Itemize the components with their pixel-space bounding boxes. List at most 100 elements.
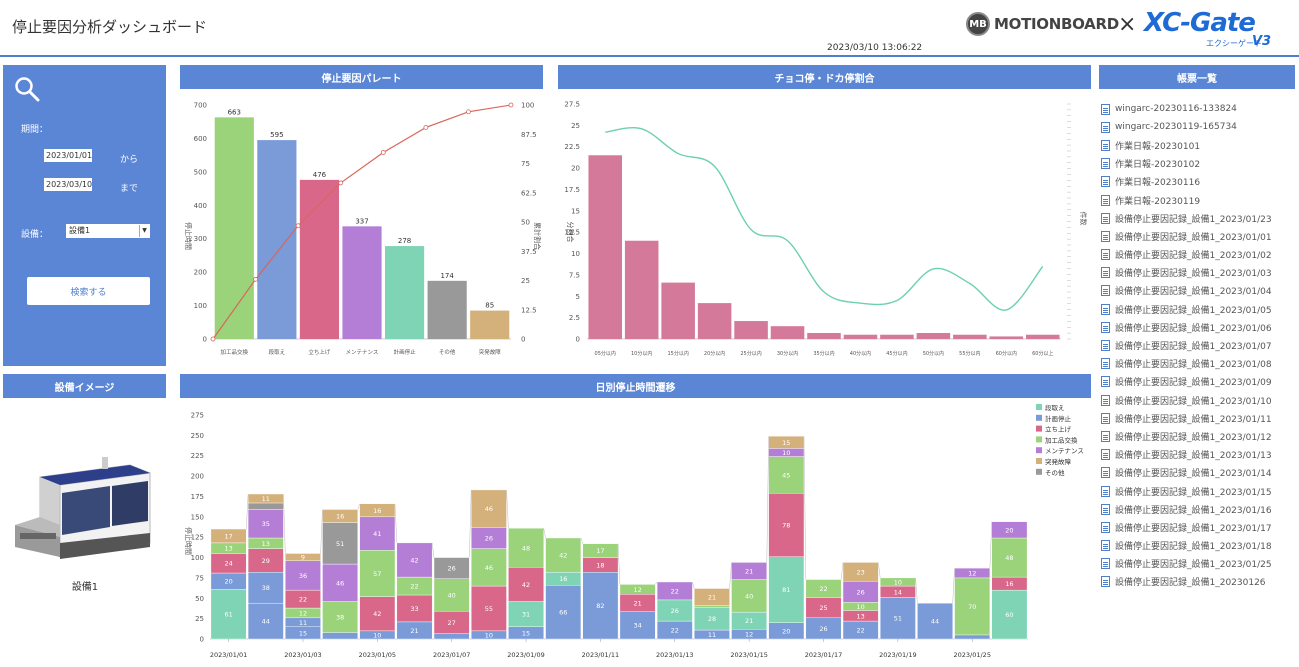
segment-label: 33 — [410, 605, 418, 613]
segment-label: 20 — [1005, 526, 1013, 534]
report-item[interactable]: 設備停止要因記録_設備1_20230126 — [1101, 573, 1296, 591]
y-tick-label: 25 — [571, 122, 580, 130]
y-tick-label: 75 — [195, 574, 204, 582]
stack-segment — [359, 516, 396, 551]
cumulative-point — [253, 276, 258, 282]
report-item[interactable]: 作業日報-20230116 — [1101, 173, 1296, 191]
x-tick-label: 60分以内 — [996, 350, 1017, 357]
report-item[interactable]: 設備停止要因記録_設備1_2023/01/23 — [1101, 209, 1296, 227]
bar — [843, 334, 878, 339]
segment-label: 15 — [299, 629, 307, 637]
bar — [257, 140, 297, 339]
stack-segment — [471, 548, 507, 587]
report-item[interactable]: 設備停止要因記録_設備1_2023/01/12 — [1101, 427, 1296, 445]
xc-logo-sub: エクシーゲート — [1206, 39, 1262, 48]
segment-label: 16 — [336, 513, 344, 521]
segment-label: 17 — [224, 532, 232, 540]
date-from-input[interactable] — [44, 149, 92, 162]
segment-label: 22 — [857, 627, 865, 635]
report-item[interactable]: 設備停止要因記録_設備1_2023/01/04 — [1101, 282, 1296, 300]
report-item[interactable]: 作業日報-20230119 — [1101, 191, 1296, 209]
report-item[interactable]: 設備停止要因記録_設備1_2023/01/10 — [1101, 391, 1296, 409]
report-item[interactable]: 設備停止要因記録_設備1_2023/01/13 — [1101, 446, 1296, 464]
stack-segment — [582, 543, 619, 558]
search-button[interactable]: 検索する — [27, 277, 150, 305]
report-item-label: 設備停止要因記録_設備1_2023/01/25 — [1115, 560, 1272, 571]
report-item-label: 作業日報-20230101 — [1115, 141, 1201, 152]
segment-label: 51 — [336, 540, 344, 548]
stack-segment — [433, 578, 470, 612]
report-item[interactable]: wingarc-20230119-165734 — [1101, 118, 1296, 136]
bar-value-label: 278 — [398, 237, 411, 245]
report-item[interactable]: 設備停止要因記録_設備1_2023/01/09 — [1101, 373, 1296, 391]
document-icon — [1101, 303, 1110, 315]
bar — [1025, 334, 1060, 339]
segment-label: 12 — [299, 609, 307, 617]
report-item[interactable]: 作業日報-20230102 — [1101, 155, 1296, 173]
segment-label: 38 — [336, 614, 344, 622]
pareto-chart: 0 100 200 300 400 500 600 700 0 12.5 25 37.5 50 62.5 7… — [184, 102, 542, 357]
report-item-label: 作業日報-20230102 — [1115, 160, 1201, 171]
x-tick-label: 20分以内 — [704, 350, 725, 357]
segment-label: 60 — [1005, 611, 1013, 619]
report-item[interactable]: 作業日報-20230101 — [1101, 136, 1296, 154]
date-to-input[interactable] — [44, 178, 92, 191]
stack-segment — [954, 634, 991, 640]
report-item[interactable]: 設備停止要因記録_設備1_2023/01/06 — [1101, 318, 1296, 336]
report-item[interactable]: 設備停止要因記録_設備1_2023/01/07 — [1101, 336, 1296, 354]
segment-label: 16 — [1005, 580, 1013, 588]
stack-segment — [285, 553, 321, 562]
segment-label: 18 — [596, 561, 604, 569]
segment-label: 66 — [559, 609, 567, 617]
stack-segment — [731, 562, 767, 580]
report-item[interactable]: 設備停止要因記録_設備1_2023/01/01 — [1101, 227, 1296, 245]
y-tick-label: 200 — [191, 473, 204, 481]
segment-label: 22 — [671, 587, 679, 595]
segment-label: 21 — [633, 599, 641, 607]
choko-chart: 0 2.5 5 7.5 10 12.5 15 17.5 20 22.5 25 27.5 分割合 件数 05分… — [564, 101, 1088, 358]
report-item[interactable]: 設備停止要因記録_設備1_2023/01/11 — [1101, 409, 1296, 427]
document-icon — [1101, 412, 1110, 424]
document-icon — [1101, 121, 1110, 133]
report-item[interactable]: 設備停止要因記録_設備1_2023/01/15 — [1101, 482, 1296, 500]
report-item[interactable]: 設備停止要因記録_設備1_2023/01/16 — [1101, 500, 1296, 518]
report-item[interactable]: 設備停止要因記録_設備1_2023/01/03 — [1101, 264, 1296, 282]
segment-label: 11 — [708, 631, 716, 639]
report-item-label: 設備停止要因記録_設備1_2023/01/06 — [1115, 323, 1272, 334]
bar-value-label: 85 — [485, 302, 494, 310]
bar-value-label: 476 — [313, 171, 327, 179]
report-item[interactable]: 設備停止要因記録_設備1_2023/01/05 — [1101, 300, 1296, 318]
report-item[interactable]: 設備停止要因記録_設備1_2023/01/25 — [1101, 555, 1296, 573]
report-item[interactable]: 設備停止要因記録_設備1_2023/01/08 — [1101, 355, 1296, 373]
stack-segment — [433, 633, 470, 640]
report-item[interactable]: 設備停止要因記録_設備1_2023/01/02 — [1101, 246, 1296, 264]
report-item[interactable]: 設備停止要因記録_設備1_2023/01/18 — [1101, 537, 1296, 555]
report-item[interactable]: wingarc-20230116-133824 — [1101, 100, 1296, 118]
bar-value-label: 174 — [440, 272, 454, 280]
bar — [989, 336, 1024, 339]
stack-segment — [210, 528, 247, 544]
report-item-label: 設備停止要因記録_設備1_2023/01/17 — [1115, 523, 1272, 534]
x-tick-label: 突発故障 — [479, 348, 502, 356]
x-tick-label: 55分以内 — [959, 350, 980, 357]
report-item[interactable]: 設備停止要因記録_設備1_2023/01/17 — [1101, 518, 1296, 536]
report-item-label: 設備停止要因記録_設備1_2023/01/03 — [1115, 269, 1272, 280]
segment-label: 48 — [1005, 554, 1013, 562]
segment-label: 46 — [485, 564, 493, 572]
equipment-select[interactable]: 設備1 ▼ — [66, 224, 150, 238]
cumulative-point — [423, 125, 429, 130]
x-tick-label: 10分以内 — [631, 350, 652, 357]
y-tick-label: 17.5 — [564, 186, 580, 194]
stack-segment — [359, 550, 396, 597]
bar — [770, 326, 805, 339]
y2-tick-label: 100 — [521, 102, 534, 110]
report-item-label: 設備停止要因記録_設備1_2023/01/12 — [1115, 432, 1272, 443]
report-item-label: 設備停止要因記録_設備1_2023/01/11 — [1115, 414, 1272, 425]
segment-label: 10 — [485, 631, 493, 639]
bar — [734, 321, 768, 339]
y-tick-label: 400 — [194, 202, 207, 210]
x-tick-label: 05分以内 — [595, 350, 616, 357]
report-item[interactable]: 設備停止要因記録_設備1_2023/01/14 — [1101, 464, 1296, 482]
document-icon — [1101, 321, 1110, 333]
segment-label: 46 — [336, 579, 344, 587]
